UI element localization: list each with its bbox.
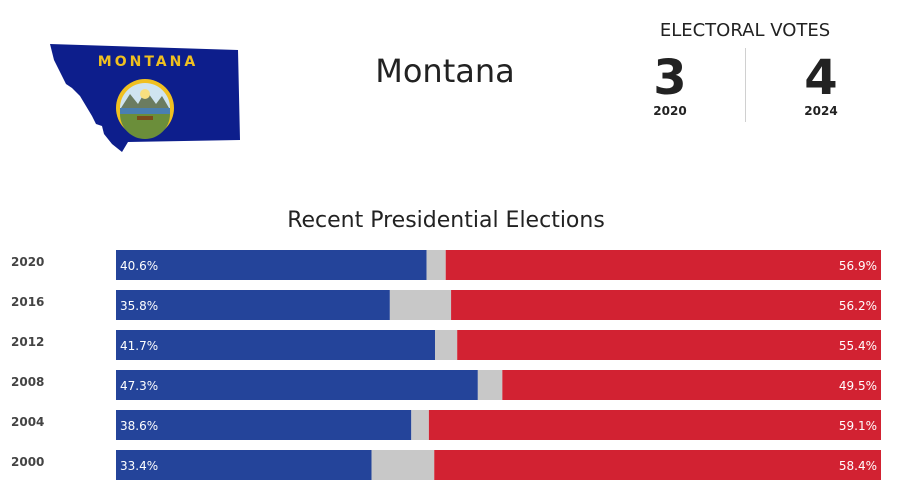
election-results-chart: 2020 40.6% 56.9% 2016 35.8% 56.2% 2012 41.7% 55.… bbox=[11, 250, 881, 480]
electoral-votes-2020: 3 2020 bbox=[630, 52, 710, 118]
republican-pct-label: 58.4% bbox=[839, 459, 877, 473]
year-label: 2012 bbox=[11, 335, 44, 349]
democrat-bar bbox=[116, 410, 412, 440]
other-bar bbox=[389, 290, 452, 320]
state-name-heading: Montana bbox=[375, 52, 515, 90]
electoral-votes-2024: 4 2024 bbox=[781, 52, 861, 118]
democrat-pct-label: 35.8% bbox=[120, 299, 158, 313]
democrat-bar bbox=[116, 290, 390, 320]
electoral-votes-year: 2020 bbox=[653, 104, 687, 118]
electoral-votes-heading: ELECTORAL VOTES bbox=[659, 20, 831, 41]
year-label: 2008 bbox=[11, 375, 44, 389]
other-bar bbox=[477, 370, 503, 400]
democrat-bar bbox=[116, 250, 427, 280]
democrat-bar bbox=[116, 370, 478, 400]
democrat-pct-label: 33.4% bbox=[120, 459, 158, 473]
democrat-pct-label: 38.6% bbox=[120, 419, 158, 433]
republican-pct-label: 56.2% bbox=[839, 299, 877, 313]
republican-pct-label: 59.1% bbox=[839, 419, 877, 433]
republican-bar bbox=[434, 450, 881, 480]
other-bar bbox=[371, 450, 435, 480]
other-bar bbox=[411, 410, 429, 440]
electoral-votes-value: 3 bbox=[653, 50, 687, 106]
year-label: 2000 bbox=[11, 455, 44, 469]
montana-state-flag: MONTANA bbox=[46, 42, 242, 158]
republican-bar bbox=[428, 410, 881, 440]
year-label: 2004 bbox=[11, 415, 44, 429]
flag-text: MONTANA bbox=[98, 54, 198, 70]
republican-pct-label: 56.9% bbox=[839, 259, 877, 273]
state-seal-icon bbox=[116, 79, 174, 139]
democrat-pct-label: 41.7% bbox=[120, 339, 158, 353]
electoral-votes-year: 2024 bbox=[804, 104, 838, 118]
year-label: 2020 bbox=[11, 255, 44, 269]
republican-pct-label: 55.4% bbox=[839, 339, 877, 353]
democrat-bar bbox=[116, 330, 436, 360]
electoral-votes-divider bbox=[745, 48, 746, 122]
republican-bar bbox=[451, 290, 881, 320]
republican-bar bbox=[502, 370, 881, 400]
chart-title: Recent Presidential Elections bbox=[287, 208, 605, 233]
democrat-pct-label: 40.6% bbox=[120, 259, 158, 273]
democrat-bar bbox=[116, 450, 372, 480]
republican-pct-label: 49.5% bbox=[839, 379, 877, 393]
republican-bar bbox=[457, 330, 881, 360]
year-label: 2016 bbox=[11, 295, 44, 309]
other-bar bbox=[426, 250, 446, 280]
electoral-votes-value: 4 bbox=[804, 50, 838, 106]
other-bar bbox=[435, 330, 458, 360]
republican-bar bbox=[445, 250, 881, 280]
democrat-pct-label: 47.3% bbox=[120, 379, 158, 393]
